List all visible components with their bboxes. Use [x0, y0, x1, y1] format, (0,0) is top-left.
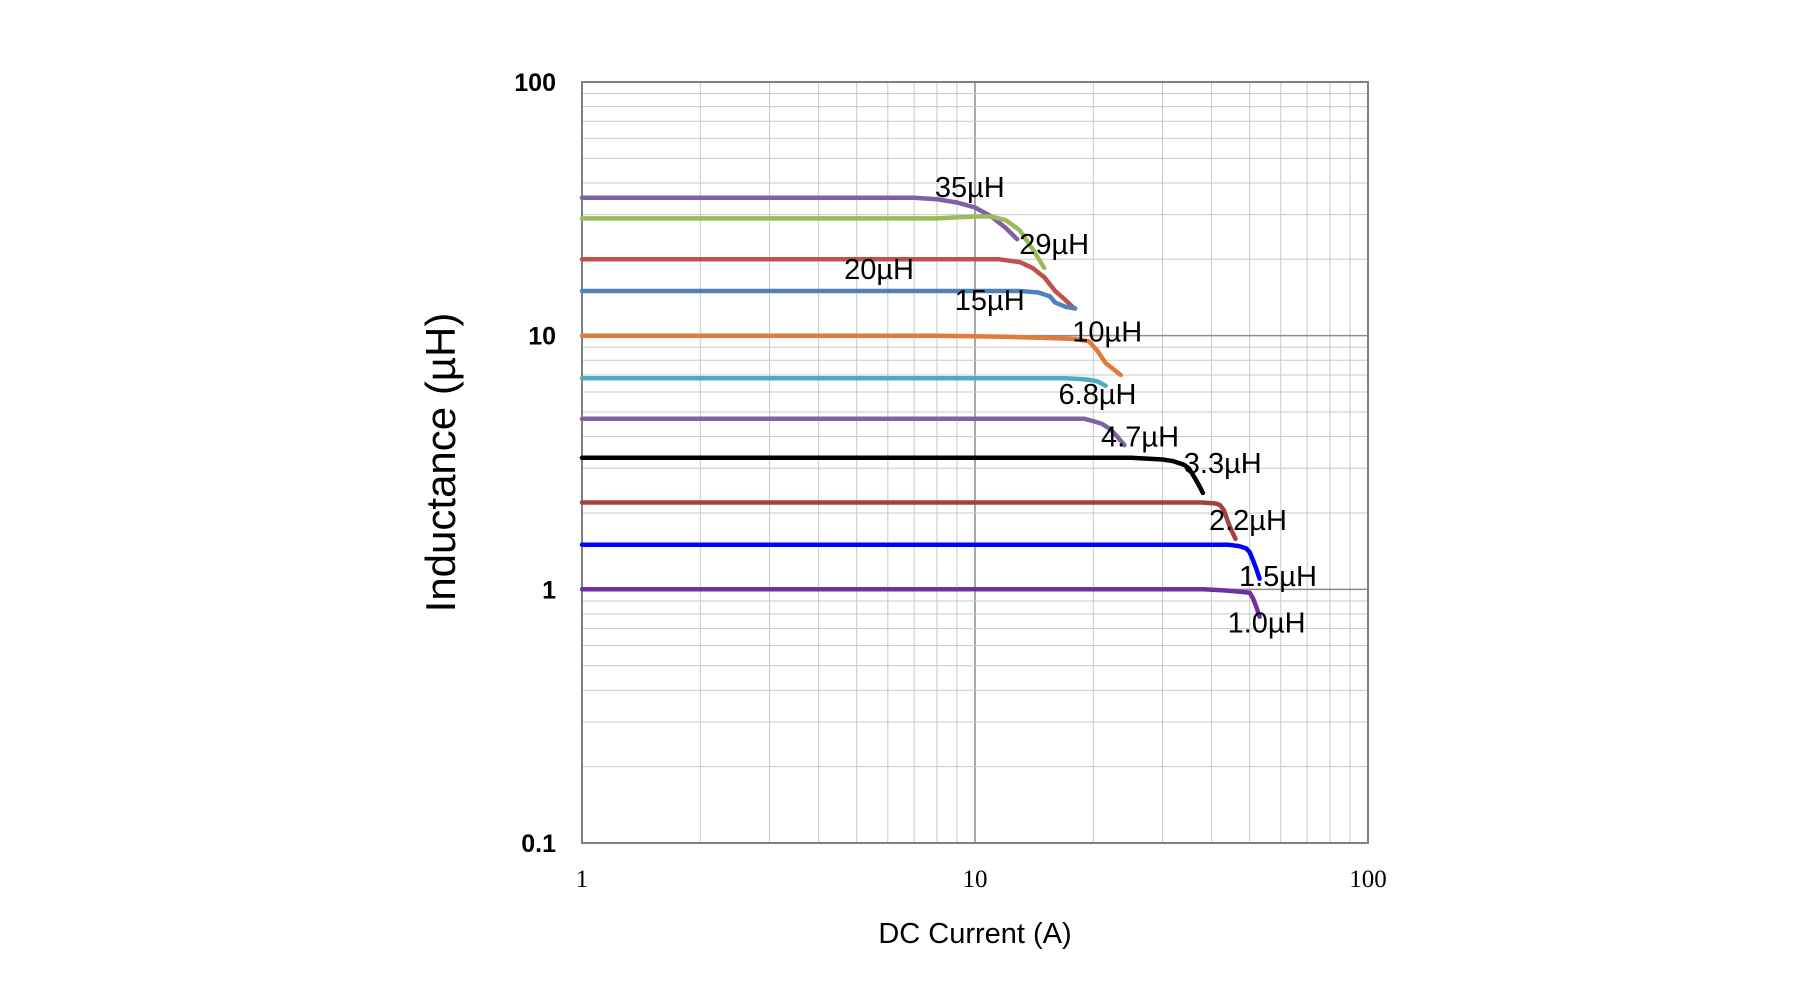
- series-line: [579, 288, 1078, 311]
- series-line: [579, 587, 1262, 619]
- y-tick-label: 100: [514, 69, 556, 97]
- series-line: [579, 257, 1075, 310]
- series-line: [579, 214, 1047, 271]
- y-tick-label: 1: [542, 576, 556, 604]
- series-label: 35µH: [935, 172, 1005, 204]
- plot-area-border: [581, 81, 1369, 844]
- series-label: 4.7µH: [1101, 422, 1179, 454]
- series-label: 6.8µH: [1059, 379, 1137, 411]
- series-label: 20µH: [844, 254, 914, 286]
- x-axis-title: DC Current (A): [878, 918, 1071, 950]
- series-label: 3.3µH: [1184, 448, 1262, 480]
- series-label: 1.0µH: [1228, 608, 1306, 640]
- y-tick-label: 10: [528, 323, 556, 351]
- series-line: [579, 333, 1124, 378]
- series-lines: [579, 195, 1262, 619]
- series-label: 2.2µH: [1209, 505, 1287, 537]
- x-axis-ticks: 1 10 100: [576, 866, 1387, 893]
- series-line: [579, 500, 1238, 542]
- y-tick-label: 0.1: [521, 830, 556, 858]
- series-label: 1.5µH: [1239, 561, 1317, 593]
- series-label: 10µH: [1072, 316, 1142, 348]
- series-line: [579, 416, 1127, 448]
- x-tick-label: 100: [1349, 866, 1387, 893]
- series-line: [579, 455, 1206, 496]
- series-label: 29µH: [1019, 229, 1089, 261]
- x-tick-label: 1: [576, 866, 589, 893]
- series-line: [579, 195, 1020, 242]
- y-axis-ticks: 0.1 1 10 100: [514, 69, 556, 858]
- grid: [581, 82, 1368, 844]
- y-axis-title: Inductance (µH): [417, 313, 464, 613]
- series-line: [579, 542, 1262, 582]
- x-tick-label: 10: [963, 866, 988, 893]
- series-line: [579, 375, 1108, 388]
- series-label: 15µH: [955, 285, 1025, 317]
